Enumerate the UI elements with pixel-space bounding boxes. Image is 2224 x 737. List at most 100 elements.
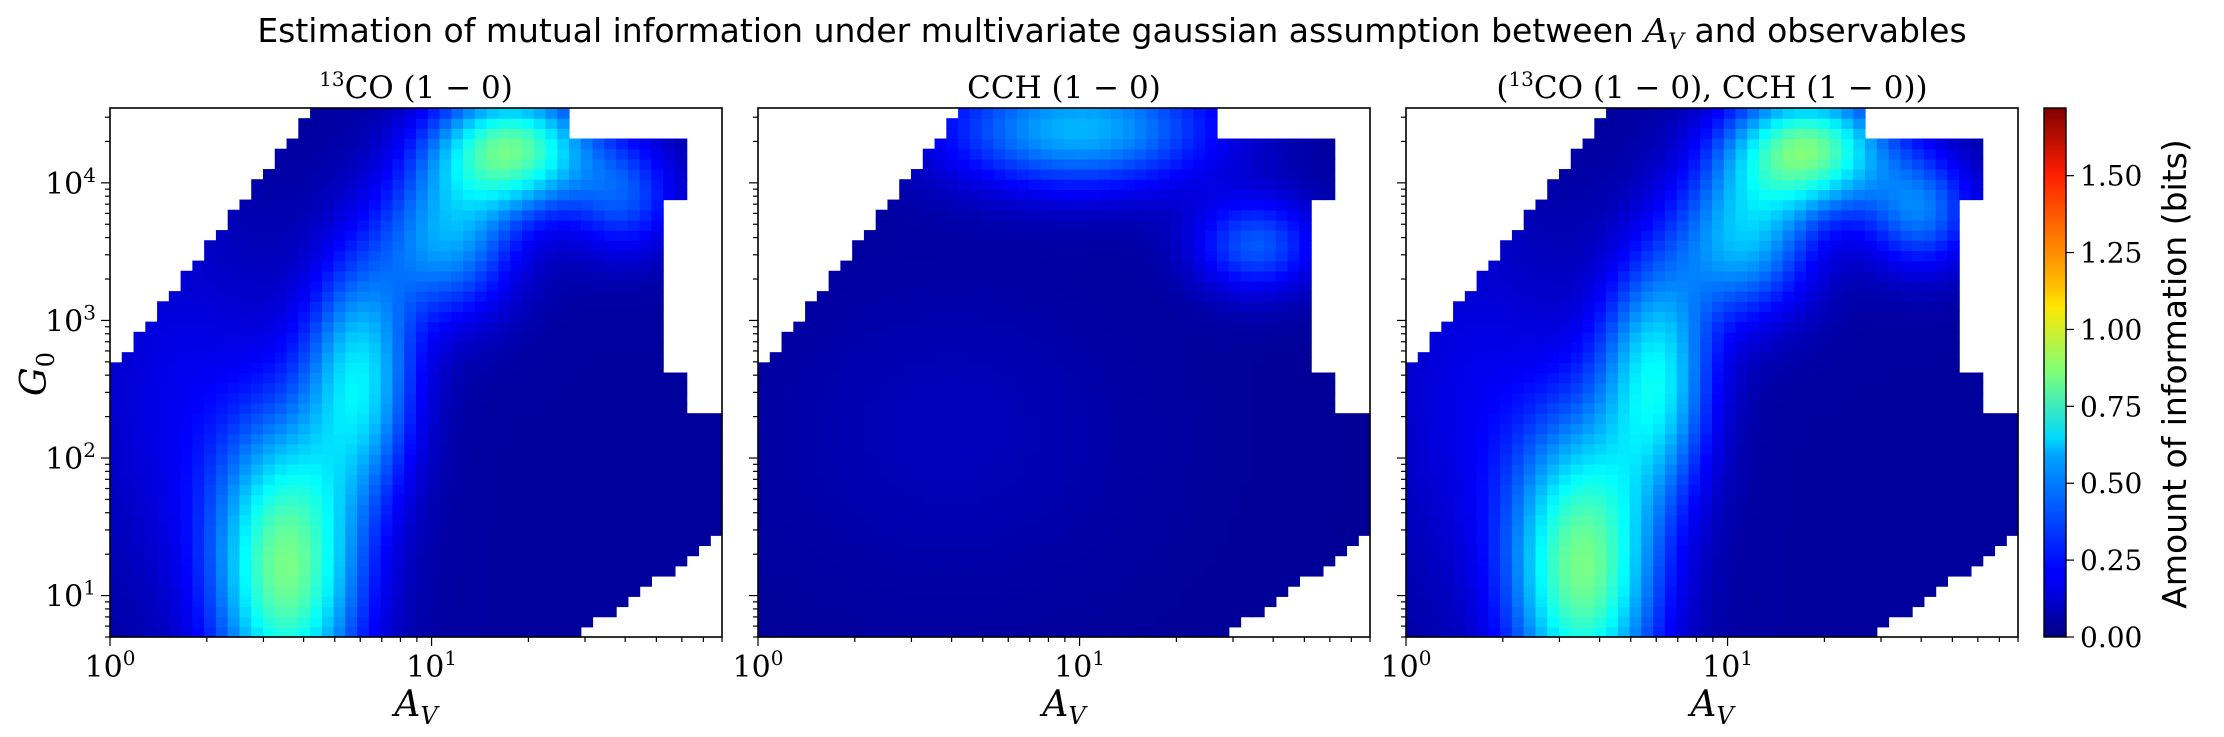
heatmap-cell	[852, 331, 865, 343]
heatmap-cell	[875, 555, 889, 567]
heatmap-cell	[1111, 179, 1124, 190]
heatmap-cell	[168, 616, 182, 628]
heatmap-cell	[1169, 545, 1183, 557]
heatmap-cell	[1064, 341, 1077, 353]
heatmap-cell	[863, 250, 877, 262]
heatmap-cell	[1511, 372, 1525, 384]
heatmap-cell	[1181, 118, 1195, 129]
heatmap-cell	[1016, 311, 1030, 323]
heatmap-cell	[1028, 596, 1042, 608]
heatmap-cell	[1275, 525, 1289, 536]
heatmap-cell	[1193, 341, 1206, 353]
heatmap-cell	[357, 586, 370, 597]
heatmap-cell	[1275, 240, 1289, 252]
heatmap-cell	[310, 118, 323, 129]
heatmap-cell	[1016, 352, 1030, 363]
heatmap-cell	[580, 311, 594, 323]
heatmap-cell	[533, 148, 547, 160]
heatmap-cell	[404, 545, 417, 557]
heatmap-cell	[1005, 453, 1018, 465]
heatmap-cell	[510, 392, 523, 404]
heatmap-cell	[934, 240, 947, 252]
heatmap-cell	[580, 230, 594, 241]
heatmap-cell	[1169, 443, 1183, 455]
heatmap-cell	[545, 586, 558, 597]
heatmap-cell	[1299, 413, 1312, 424]
heatmap-cell	[1441, 362, 1454, 374]
heatmap-cell	[805, 311, 818, 323]
heatmap-cell	[1264, 219, 1277, 231]
heatmap-cell	[533, 555, 547, 567]
heatmap-cell	[969, 453, 983, 465]
heatmap-cell	[1275, 413, 1289, 424]
heatmap-cell	[946, 484, 959, 496]
heatmap-cell	[1158, 586, 1171, 597]
heatmap-cell	[899, 372, 912, 384]
heatmap-cell	[958, 464, 971, 475]
heatmap-cell	[1429, 341, 1442, 353]
heatmap-cell	[934, 148, 947, 160]
heatmap-cell	[1464, 525, 1478, 536]
heatmap-cell	[993, 118, 1006, 129]
heatmap-cell	[758, 382, 771, 394]
heatmap-cell	[392, 565, 405, 577]
heatmap-cell	[1217, 535, 1230, 547]
heatmap-cell	[852, 484, 865, 496]
heatmap-cell	[286, 392, 299, 404]
heatmap-cell	[1441, 352, 1454, 363]
heatmap-cell	[1322, 474, 1336, 485]
heatmap-cell	[510, 148, 523, 160]
heatmap-cell	[1511, 331, 1525, 343]
heatmap-cell	[1453, 372, 1466, 384]
heatmap-cell	[1205, 321, 1218, 333]
heatmap-cell	[192, 586, 205, 597]
heatmap-cell	[1075, 372, 1089, 384]
heatmap-cell	[404, 616, 417, 628]
heatmap-cell	[993, 199, 1006, 211]
heatmap-cell	[616, 209, 629, 221]
heatmap-cell	[769, 586, 783, 597]
heatmap-cell	[674, 179, 688, 190]
heatmap-cell	[521, 433, 535, 445]
heatmap-cell	[651, 525, 664, 536]
heatmap-cell	[934, 169, 947, 180]
heatmap-cell	[333, 199, 346, 211]
heatmap-cell	[451, 240, 464, 252]
heatmap-cell	[1134, 260, 1147, 272]
heatmap-cell	[663, 535, 676, 547]
heatmap-cell	[1464, 545, 1478, 557]
heatmap-cell	[286, 280, 299, 292]
heatmap-cell	[946, 596, 959, 608]
heatmap-cell	[1406, 514, 1419, 526]
heatmap-cell	[1040, 616, 1053, 628]
heatmap-cell	[840, 525, 853, 536]
heatmap-cell	[533, 230, 547, 241]
heatmap-cell	[404, 413, 417, 424]
heatmap-cell	[1464, 555, 1478, 567]
heatmap-cell	[463, 240, 476, 252]
heatmap-cell	[380, 169, 394, 180]
heatmap-cell	[958, 494, 971, 506]
heatmap-cell	[439, 413, 452, 424]
heatmap-cell	[1453, 321, 1466, 333]
heatmap-cell	[651, 474, 664, 485]
heatmap-cell	[1111, 504, 1124, 516]
heatmap-cell	[368, 138, 382, 150]
heatmap-cell	[946, 219, 959, 231]
heatmap-cell	[946, 413, 959, 424]
heatmap-cell	[251, 199, 264, 211]
heatmap-cell	[345, 443, 358, 455]
heatmap-cell	[863, 626, 877, 638]
heatmap-cell	[793, 545, 806, 557]
heatmap-cell	[298, 321, 311, 333]
heatmap-cell	[310, 464, 323, 475]
heatmap-cell	[1087, 118, 1100, 129]
heatmap-cell	[263, 514, 276, 526]
heatmap-cell	[781, 464, 794, 475]
heatmap-cell	[1441, 372, 1454, 384]
heatmap-cell	[239, 616, 252, 628]
heatmap-cell	[911, 240, 924, 252]
heatmap-cell	[298, 128, 311, 140]
heatmap-cell	[1193, 219, 1206, 231]
heatmap-cell	[368, 341, 382, 353]
